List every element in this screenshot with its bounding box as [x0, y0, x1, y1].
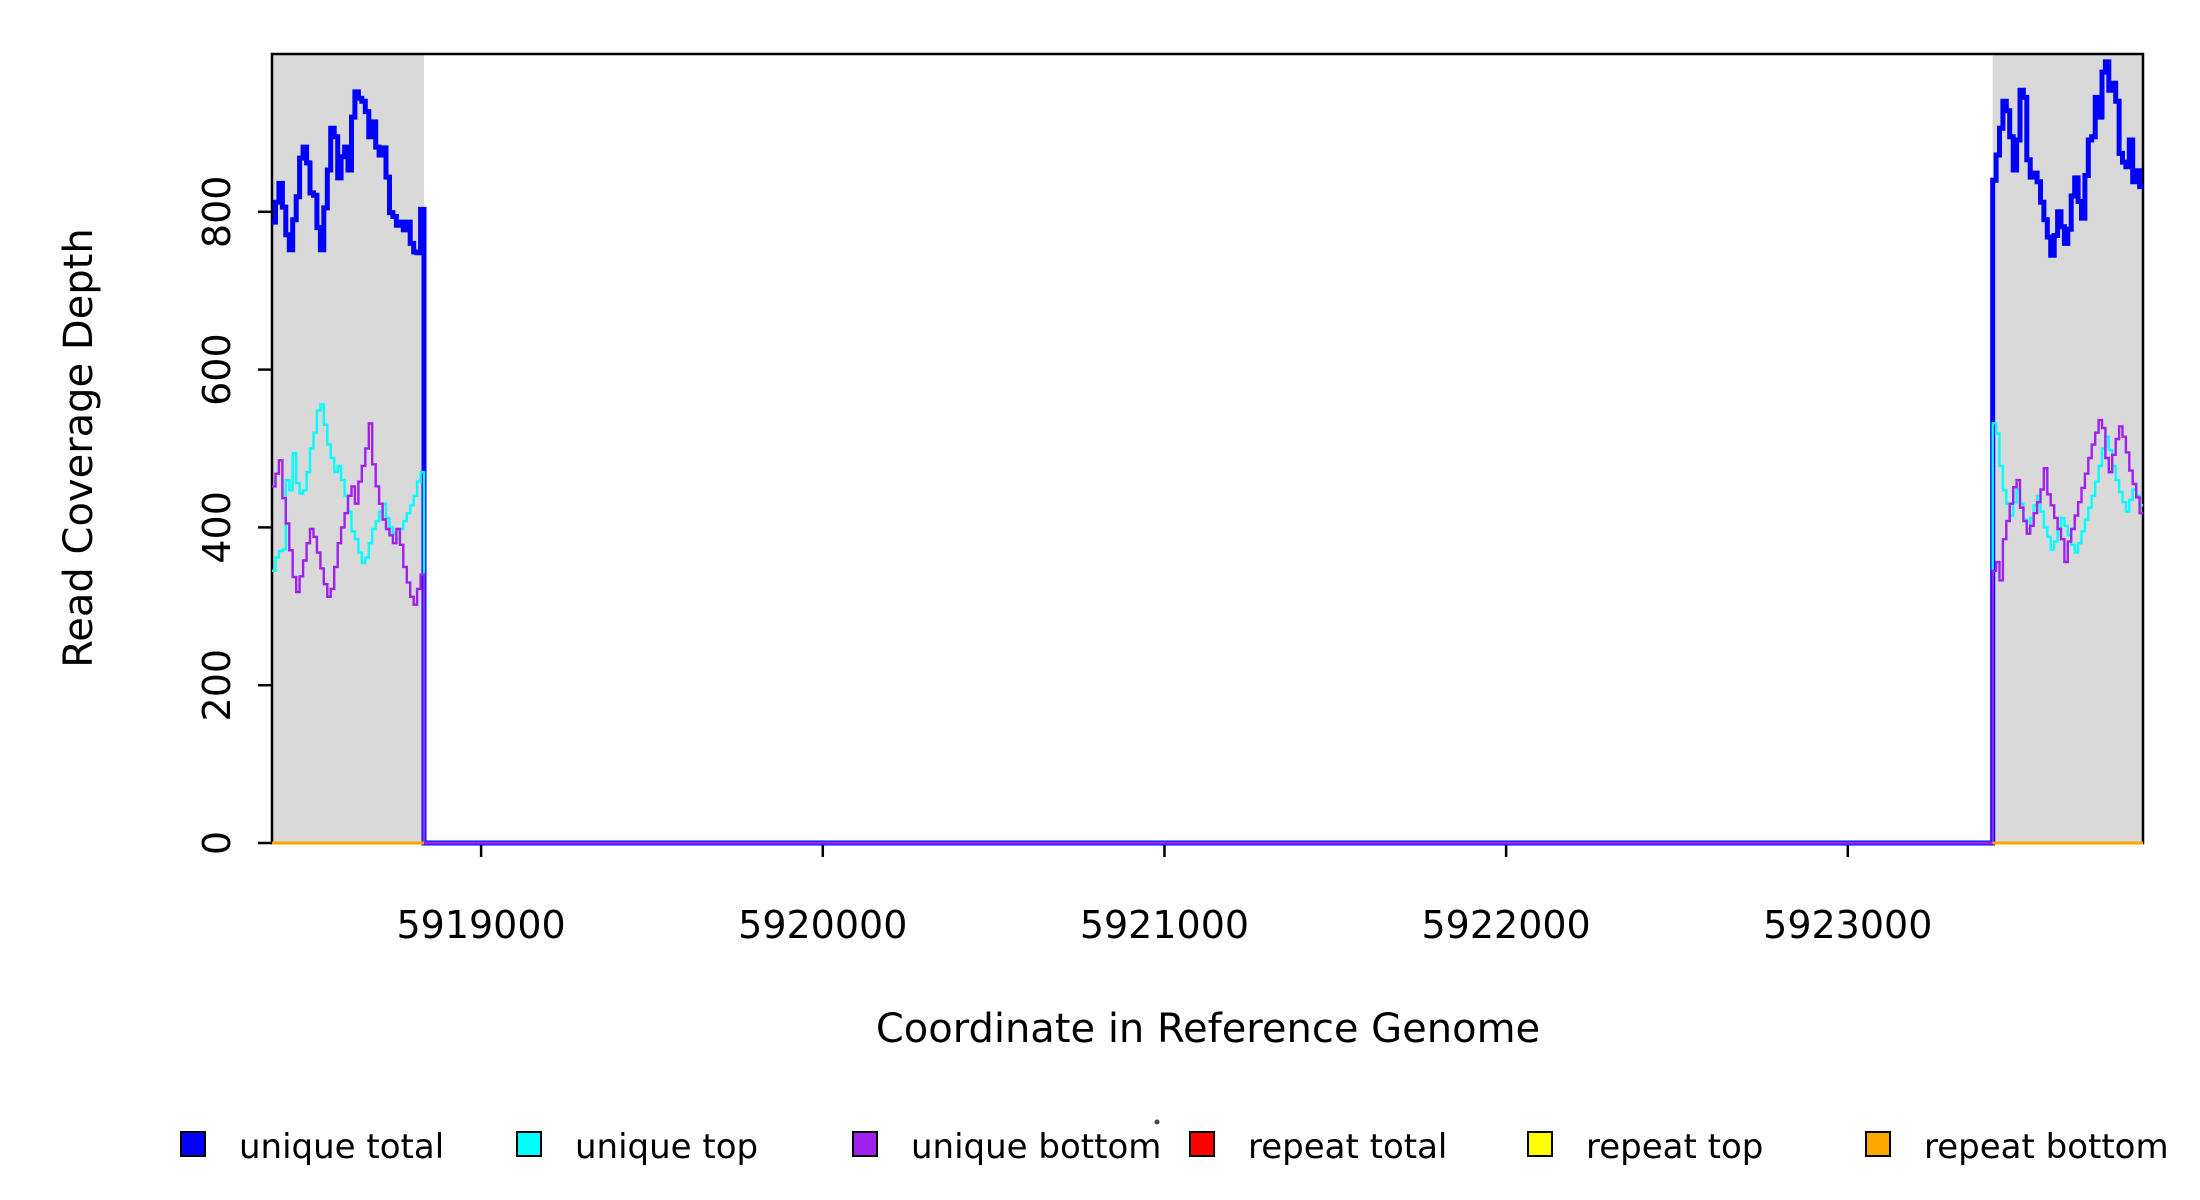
y-tick-label: 200	[195, 649, 239, 722]
legend-swatch-unique-total	[180, 1131, 206, 1157]
x-axis-title: Coordinate in Reference Genome	[876, 1006, 1540, 1052]
y-axis-title: Read Coverage Depth	[56, 228, 102, 667]
legend-label-unique-total: unique total	[239, 1127, 444, 1167]
x-tick-label: 5921000	[1080, 903, 1249, 947]
x-tick-label: 5922000	[1421, 903, 1590, 947]
plot-box	[270, 52, 2145, 845]
legend-swatch-unique-top	[516, 1131, 542, 1157]
legend-label-repeat-bottom: repeat bottom	[1924, 1127, 2169, 1167]
legend-swatch-unique-bottom	[852, 1131, 878, 1157]
series-unique-bottom	[272, 418, 2143, 845]
stray-mark	[1154, 1119, 1160, 1125]
legend-swatch-repeat-bottom	[1865, 1131, 1891, 1157]
series-unique-total	[272, 59, 2143, 846]
series-unique-top	[272, 403, 2143, 845]
y-tick-label: 600	[195, 333, 239, 406]
legend-label-unique-top: unique top	[575, 1127, 758, 1167]
legend-label-repeat-top: repeat top	[1586, 1127, 1763, 1167]
shaded-region	[1992, 54, 2143, 843]
y-tick-label: 800	[195, 176, 239, 249]
y-tick-label: 400	[195, 491, 239, 564]
x-tick-label: 5919000	[396, 903, 565, 947]
y-tick-label: 0	[195, 831, 239, 855]
x-tick-label: 5920000	[738, 903, 907, 947]
legend-label-unique-bottom: unique bottom	[911, 1127, 1161, 1167]
x-tick-label: 5923000	[1763, 903, 1932, 947]
plot-layers: 5919000 5920000 5921000 5922000 5923000 0 200 4…	[180, 52, 2169, 1167]
legend-swatch-repeat-total	[1189, 1131, 1215, 1157]
legend-label-repeat-total: repeat total	[1248, 1127, 1447, 1167]
legend-swatch-repeat-top	[1527, 1131, 1553, 1157]
